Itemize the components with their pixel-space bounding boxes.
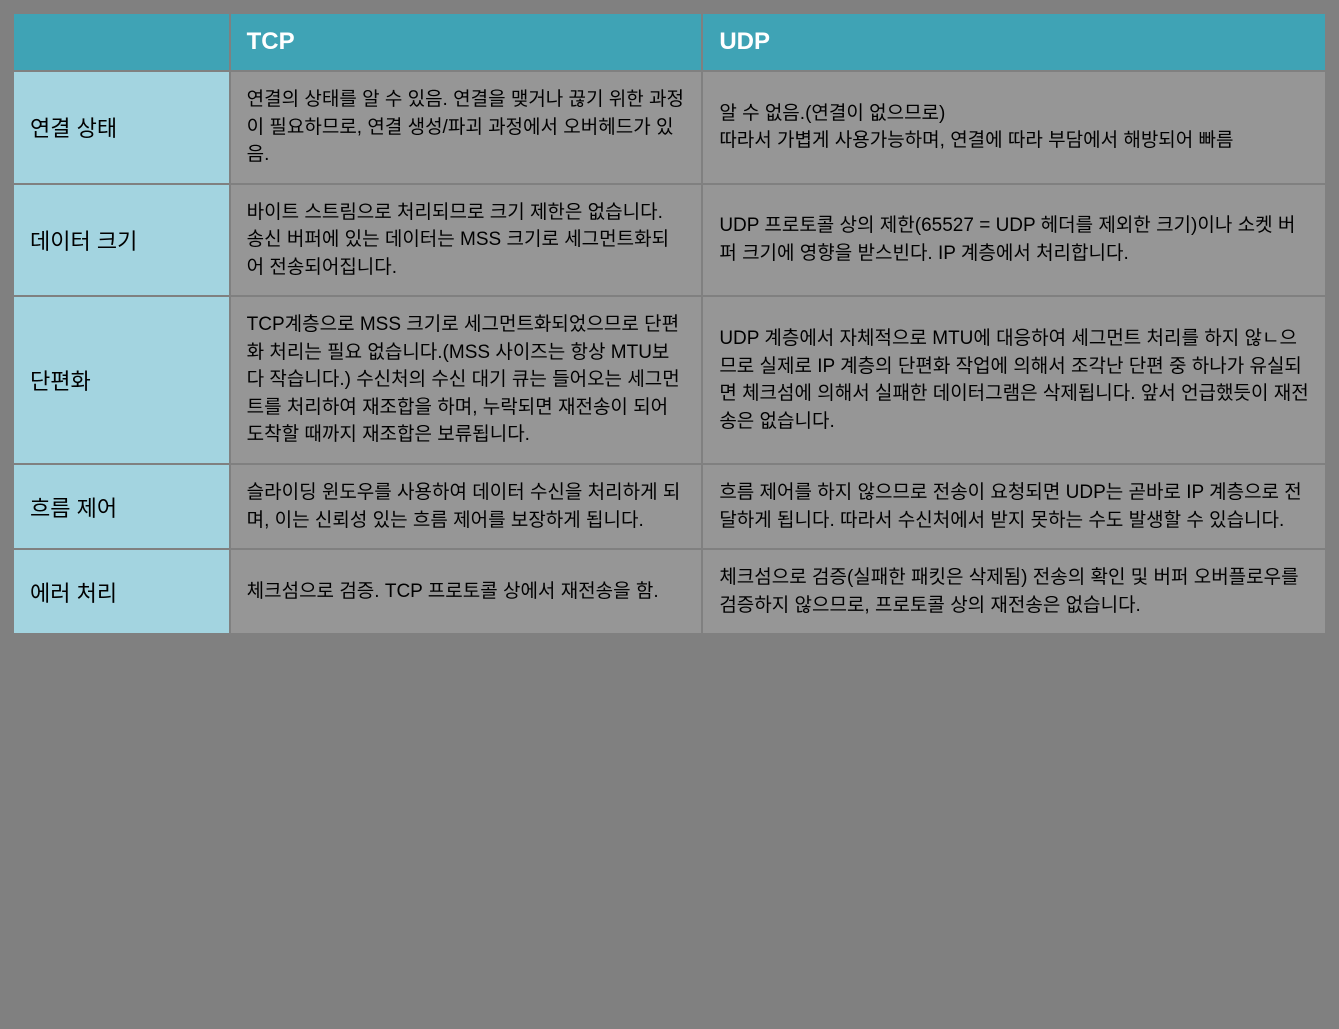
row-header-connection-state: 연결 상태 <box>13 71 230 184</box>
table-row: 단편화 TCP계층으로 MSS 크기로 세그먼트화되었으므로 단편화 처리는 필… <box>13 296 1326 464</box>
cell-udp-connection-state: 알 수 없음.(연결이 없으므로)따라서 가볍게 사용가능하며, 연결에 따라 … <box>702 71 1326 184</box>
cell-tcp-error-handling: 체크섬으로 검증. TCP 프로토콜 상에서 재전송을 함. <box>230 549 703 634</box>
tcp-udp-comparison-table: TCP UDP 연결 상태 연결의 상태를 알 수 있음. 연결을 맺거나 끊기… <box>12 12 1327 635</box>
header-tcp: TCP <box>230 13 703 71</box>
row-header-fragmentation: 단편화 <box>13 296 230 464</box>
table-row: 데이터 크기 바이트 스트림으로 처리되므로 크기 제한은 없습니다. 송신 버… <box>13 184 1326 297</box>
cell-udp-error-handling: 체크섬으로 검증(실패한 패킷은 삭제됨) 전송의 확인 및 버퍼 오버플로우를… <box>702 549 1326 634</box>
row-header-flow-control: 흐름 제어 <box>13 464 230 549</box>
header-corner-cell <box>13 13 230 71</box>
cell-tcp-connection-state: 연결의 상태를 알 수 있음. 연결을 맺거나 끊기 위한 과정이 필요하므로,… <box>230 71 703 184</box>
table-row: 에러 처리 체크섬으로 검증. TCP 프로토콜 상에서 재전송을 함. 체크섬… <box>13 549 1326 634</box>
cell-tcp-fragmentation: TCP계층으로 MSS 크기로 세그먼트화되었으므로 단편화 처리는 필요 없습… <box>230 296 703 464</box>
row-header-error-handling: 에러 처리 <box>13 549 230 634</box>
table-row: 흐름 제어 슬라이딩 윈도우를 사용하여 데이터 수신을 처리하게 되며, 이는… <box>13 464 1326 549</box>
table-body: 연결 상태 연결의 상태를 알 수 있음. 연결을 맺거나 끊기 위한 과정이 … <box>13 71 1326 634</box>
table-row: 연결 상태 연결의 상태를 알 수 있음. 연결을 맺거나 끊기 위한 과정이 … <box>13 71 1326 184</box>
cell-tcp-flow-control: 슬라이딩 윈도우를 사용하여 데이터 수신을 처리하게 되며, 이는 신뢰성 있… <box>230 464 703 549</box>
header-udp: UDP <box>702 13 1326 71</box>
table-header-row: TCP UDP <box>13 13 1326 71</box>
cell-udp-fragmentation: UDP 계층에서 자체적으로 MTU에 대응하여 세그먼트 처리를 하지 않ㄴ으… <box>702 296 1326 464</box>
cell-tcp-data-size: 바이트 스트림으로 처리되므로 크기 제한은 없습니다. 송신 버퍼에 있는 데… <box>230 184 703 297</box>
cell-udp-data-size: UDP 프로토콜 상의 제한(65527 = UDP 헤더를 제외한 크기)이나… <box>702 184 1326 297</box>
row-header-data-size: 데이터 크기 <box>13 184 230 297</box>
cell-udp-flow-control: 흐름 제어를 하지 않으므로 전송이 요청되면 UDP는 곧바로 IP 계층으로… <box>702 464 1326 549</box>
